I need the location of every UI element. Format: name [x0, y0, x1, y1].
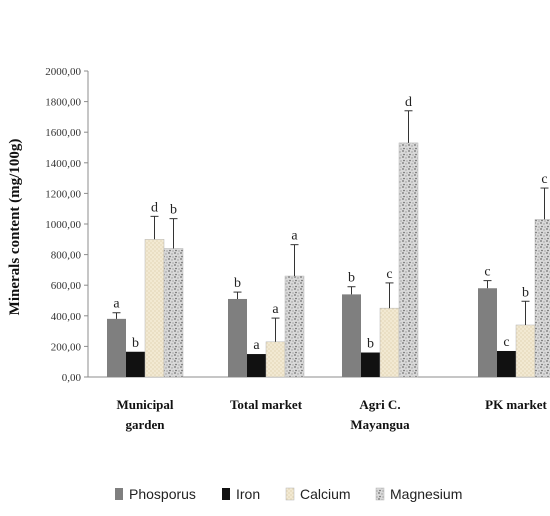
- bar: [534, 219, 550, 378]
- category-label: Municipal: [116, 397, 173, 412]
- bar: [515, 324, 536, 378]
- significance-letter: b: [348, 271, 355, 286]
- y-tick-label: 1600,00: [45, 127, 81, 139]
- legend-swatch: [222, 488, 230, 500]
- significance-letter: d: [151, 200, 158, 215]
- y-tick-label: 1400,00: [45, 158, 81, 170]
- axes: 0,00 200,00 400,00 600,00 800,00 1000,00 1200,…: [7, 66, 550, 384]
- significance-letter: b: [522, 285, 529, 300]
- significance-letter: c: [484, 265, 490, 280]
- legend-swatch: [285, 487, 295, 501]
- y-tick-label: 800,00: [51, 250, 82, 262]
- significance-letter: a: [253, 338, 260, 353]
- significance-letter: c: [386, 267, 392, 282]
- y-tick-label: 1800,00: [45, 97, 81, 109]
- bar: [379, 307, 400, 378]
- y-tick-label: 1000,00: [45, 219, 81, 231]
- bar: [398, 142, 419, 378]
- y-tick-label: 0,00: [62, 372, 82, 384]
- bar: [497, 350, 516, 377]
- y-tick-label: 1200,00: [45, 188, 81, 200]
- significance-letter: b: [367, 337, 374, 352]
- y-axis-title: Minerals content (mg/100g): [7, 139, 23, 316]
- bar: [478, 288, 497, 377]
- labels: a b b c b a b c d a c b b a d c Municipal garden Total mar…: [113, 95, 547, 432]
- y-tick-label: 200,00: [51, 341, 82, 353]
- legend-swatch: [115, 488, 123, 500]
- significance-letter: a: [113, 297, 120, 312]
- bar: [265, 341, 286, 378]
- legend-label: Phosporus: [129, 486, 196, 502]
- category-label: garden: [126, 417, 166, 432]
- bar: [163, 248, 184, 378]
- bar: [228, 298, 247, 377]
- bar: [144, 239, 165, 378]
- y-tick-label: 400,00: [51, 311, 82, 323]
- bar: [342, 294, 361, 377]
- legend-label: Magnesium: [390, 486, 462, 502]
- bar: [107, 318, 126, 377]
- bar: [247, 354, 266, 377]
- legend-swatch: [375, 487, 385, 501]
- legend-label: Calcium: [300, 486, 351, 502]
- bar: [126, 351, 145, 377]
- significance-letter: a: [272, 302, 279, 317]
- significance-letter: b: [170, 203, 177, 218]
- category-label: PK market: [485, 397, 547, 412]
- legend: Phosporus Iron Calcium Magnesium: [115, 486, 462, 502]
- bars: [107, 110, 550, 378]
- significance-letter: b: [132, 336, 139, 351]
- significance-letter: c: [503, 335, 509, 350]
- significance-letter: b: [234, 276, 241, 291]
- y-tick-label: 2000,00: [45, 66, 81, 78]
- bar: [284, 275, 305, 378]
- category-label: Total market: [230, 397, 303, 412]
- y-tick-label: 600,00: [51, 280, 82, 292]
- category-label: Agri C.: [359, 397, 400, 412]
- significance-letter: a: [291, 229, 298, 244]
- category-label: Mayangua: [350, 417, 410, 432]
- bar: [361, 352, 380, 377]
- significance-letter: c: [541, 172, 547, 187]
- significance-letter: d: [405, 95, 412, 110]
- legend-label: Iron: [236, 486, 260, 502]
